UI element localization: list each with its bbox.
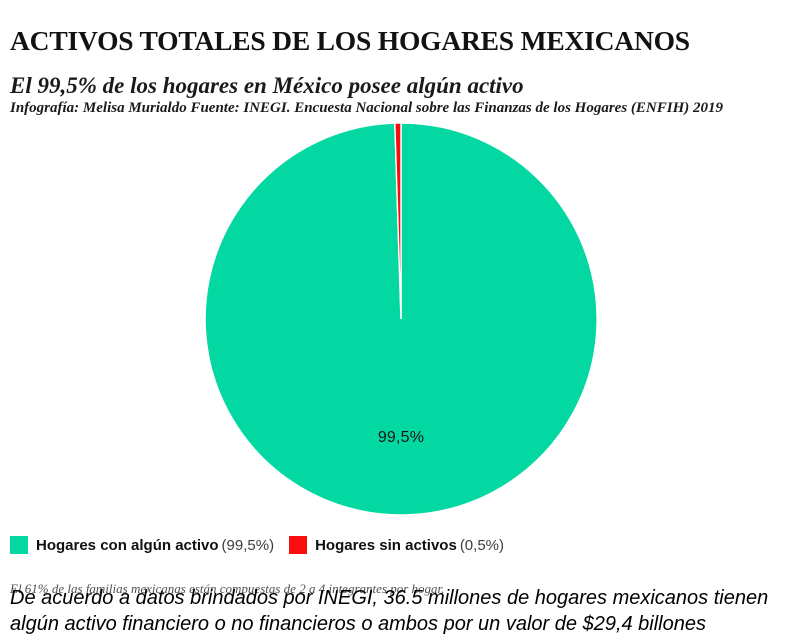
legend: Hogares con algún activo (99,5%) Hogares … bbox=[10, 536, 504, 554]
legend-value-text: (99,5%) bbox=[221, 536, 275, 554]
pie-slice bbox=[394, 122, 402, 320]
legend-label: Hogares con algún activo (99,5%) bbox=[36, 537, 274, 554]
source-credit-line: Infografía: Melisa Murialdo Fuente: INEG… bbox=[10, 100, 723, 116]
legend-item-sin-activos: Hogares sin activos (0,5%) bbox=[289, 536, 504, 554]
legend-swatch-red-icon bbox=[289, 536, 308, 554]
legend-label-text: Hogares con algún activo bbox=[36, 536, 219, 554]
pie-data-label: 99,5% bbox=[377, 429, 425, 446]
legend-swatch-teal-icon bbox=[10, 536, 28, 554]
highlight-text: De acuerdo a datos brindados por INEGI, … bbox=[10, 585, 790, 637]
legend-value-text: (0,5%) bbox=[459, 536, 504, 554]
legend-label: Hogares sin activos (0,5%) bbox=[315, 537, 504, 554]
highlight-line-1: De acuerdo a datos brindados por INEGI, … bbox=[10, 587, 769, 609]
page-subtitle: El 99,5% de los hogares en México posee … bbox=[10, 73, 524, 99]
legend-label-text: Hogares sin activos bbox=[315, 536, 457, 554]
footnote: El 61% de las familias mexicanas están c… bbox=[10, 581, 445, 596]
legend-item-con-activo: Hogares con algún activo (99,5%) bbox=[10, 536, 274, 554]
page-title: ACTIVOS TOTALES DE LOS HOGARES MEXICANOS bbox=[10, 25, 690, 57]
highlight-line-2: algún activo financiero o no financieros… bbox=[10, 613, 706, 635]
